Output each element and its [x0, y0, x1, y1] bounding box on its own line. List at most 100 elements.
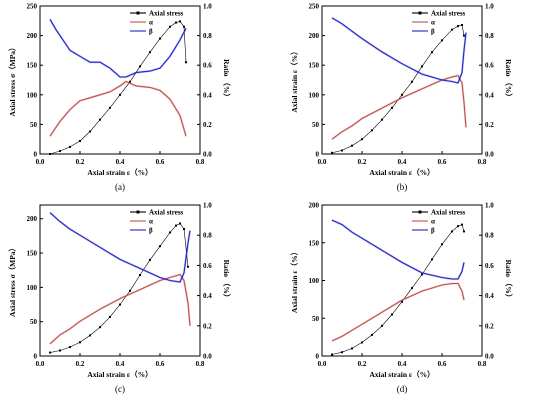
x-tick-label: 0.4 — [398, 360, 407, 368]
data-point — [451, 230, 453, 233]
chart-panel-3: 0.0 0.2 0.4 0.6 0.8 0 50 100 150 200 0.0 0.2 0.4 0.6 0… — [7, 202, 232, 395]
x-tick-label: 0.8 — [196, 158, 205, 166]
y-tick-label: 0 — [34, 151, 38, 159]
y-tick-label: 100 — [309, 277, 320, 285]
data-point — [381, 324, 383, 327]
data-point — [139, 274, 141, 277]
y-axis-title: Axial stress σ（MPa） — [7, 244, 17, 317]
series-line-3 — [49, 212, 191, 283]
y2-tick-label: 0.2 — [485, 121, 494, 129]
x-tick-label: 0.8 — [196, 360, 205, 368]
legend-label: β — [149, 227, 153, 235]
series-band-2 — [331, 74, 468, 141]
data-point — [79, 341, 81, 344]
series-line-3 — [49, 19, 187, 78]
data-point — [331, 353, 333, 356]
data-point — [371, 333, 373, 336]
data-point — [431, 51, 433, 54]
y-tick-label: 200 — [27, 32, 38, 40]
data-point — [401, 300, 403, 303]
chart-panel-4: 0.0 0.2 0.4 0.6 0.8 0 50 100 150 200 0.0 0.2 0.4 0.6 0… — [289, 202, 514, 395]
x-tick-label: 0.6 — [438, 360, 447, 368]
series-line-3 — [331, 17, 467, 84]
data-point — [99, 326, 101, 329]
data-point — [461, 223, 463, 226]
data-point — [139, 65, 141, 68]
x-axis-title: Axial strain ε（%） — [87, 369, 152, 379]
data-point — [361, 341, 363, 344]
x-tick-label: 0.0 — [36, 158, 45, 166]
x-tick-label: 0.2 — [76, 360, 85, 368]
y2-tick-label: 1.0 — [485, 202, 494, 210]
series-line-2 — [49, 273, 191, 345]
data-point — [411, 287, 413, 290]
y-tick-label: 150 — [27, 250, 38, 258]
legend-label: Axial stress — [149, 209, 184, 217]
panel-label: (a) — [115, 182, 125, 192]
series-line-3 — [331, 219, 465, 280]
x-axis-title: Axial strain ε（%） — [369, 369, 434, 379]
series-line-2 — [49, 80, 187, 137]
data-point — [391, 106, 393, 109]
series-line-1 — [49, 223, 189, 353]
y2-tick-label: 0.8 — [203, 232, 212, 240]
data-point — [169, 231, 171, 234]
y-tick-label: 50 — [312, 315, 320, 323]
y-tick-label: 200 — [27, 215, 38, 223]
data-point — [431, 258, 433, 261]
y2-tick-label: 1.0 — [203, 3, 212, 11]
data-point — [341, 149, 343, 152]
y2-tick-label: 1.0 — [203, 202, 212, 210]
legend-swatch-marker — [136, 210, 140, 214]
y-tick-label: 0 — [34, 353, 38, 361]
y2-tick-label: 0.6 — [203, 262, 212, 270]
data-point — [361, 138, 363, 141]
x-tick-label: 0.8 — [478, 360, 487, 368]
data-point — [59, 150, 61, 153]
x-tick-label: 0.2 — [358, 158, 367, 166]
panel-label: (c) — [115, 384, 125, 394]
data-point — [119, 303, 121, 306]
data-point — [129, 289, 131, 292]
y-tick-label: 250 — [27, 3, 38, 11]
x-tick-label: 0.0 — [318, 158, 327, 166]
y2-tick-label: 0.0 — [203, 353, 212, 361]
panel-label: (b) — [397, 182, 408, 192]
y2-tick-label: 0.2 — [485, 322, 494, 330]
legend-label: β — [149, 28, 153, 36]
y-axis-title: Axial strain ε（%） — [289, 248, 299, 313]
data-point — [159, 37, 161, 40]
data-point — [129, 80, 131, 83]
y-tick-label: 0 — [316, 151, 320, 159]
data-point — [79, 139, 81, 142]
y-tick-label: 200 — [309, 32, 320, 40]
legend-label: α — [431, 218, 435, 226]
data-point — [149, 51, 151, 54]
y2-tick-label: 0.0 — [485, 151, 494, 159]
data-point — [183, 228, 185, 231]
panel-label: (d) — [397, 384, 408, 394]
legend-swatch-marker — [418, 11, 422, 15]
data-point — [341, 351, 343, 354]
x-tick-label: 0.2 — [358, 360, 367, 368]
data-point — [411, 80, 413, 83]
data-point — [179, 20, 181, 23]
data-point — [183, 25, 185, 28]
y2-tick-label: 0.4 — [203, 292, 212, 300]
data-point — [109, 315, 111, 318]
data-point — [457, 225, 459, 228]
data-point — [401, 93, 403, 96]
series-line-2 — [331, 282, 465, 342]
x-tick-label: 0.0 — [36, 360, 45, 368]
x-tick-label: 0.0 — [318, 360, 327, 368]
y-tick-label: 100 — [27, 284, 38, 292]
x-axis-title: Axial strain ε（%） — [87, 167, 152, 177]
data-point — [175, 21, 177, 24]
series-band-3 — [331, 219, 466, 281]
data-point — [175, 224, 177, 227]
data-point — [421, 65, 423, 68]
plot-frame — [39, 5, 201, 155]
